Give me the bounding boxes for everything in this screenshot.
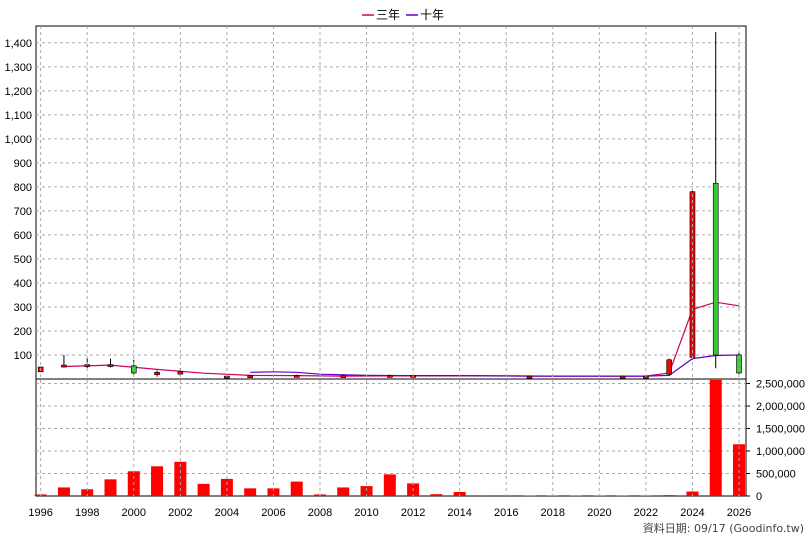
- price-tick-label: 600: [14, 230, 32, 242]
- volume-bar: [290, 481, 303, 496]
- candle-body: [666, 359, 672, 375]
- candle-body: [712, 182, 719, 356]
- x-tick-label: 2012: [401, 507, 425, 519]
- volume-tick-label: 0: [756, 491, 762, 503]
- price-tick-label: 200: [14, 326, 32, 338]
- x-tick-label: 2018: [541, 507, 565, 519]
- price-tick-label: 900: [14, 158, 32, 170]
- price-tick-label: 300: [14, 302, 32, 314]
- volume-tick-label: 1,000,000: [756, 446, 805, 458]
- candle-body: [387, 375, 393, 378]
- price-panel: 100 200 300 400 500 600 700 800 900 1,000 1,100 1,2…: [4, 25, 747, 380]
- price-tick-label: 1,000: [4, 134, 32, 146]
- x-tick-label: 1998: [75, 507, 99, 519]
- volume-bar: [383, 474, 396, 496]
- price-plot-frame: [35, 25, 747, 380]
- price-tick-label: 800: [14, 182, 32, 194]
- volume-bar: [663, 495, 676, 496]
- price-tick-label: 700: [14, 206, 32, 218]
- candle-body: [177, 371, 184, 375]
- x-axis: 1996 1998 2000 2002 2004 2006 2008 2010 2012 2014…: [28, 26, 751, 519]
- x-tick-label: 2010: [354, 507, 378, 519]
- legend: 三年 十年: [362, 8, 444, 22]
- x-tick-label: 2002: [168, 507, 192, 519]
- x-tick-label: 2022: [634, 507, 658, 519]
- x-tick-label: 2020: [587, 507, 611, 519]
- price-tick-label: 400: [14, 278, 32, 290]
- volume-bar: [686, 491, 699, 496]
- candle-body: [107, 364, 114, 367]
- volume-bar: [360, 486, 373, 496]
- candle-body: [154, 371, 160, 375]
- volume-bar: [81, 489, 94, 496]
- price-tick-label: 500: [14, 254, 32, 266]
- x-tick-label: 2024: [680, 507, 704, 519]
- volume-bar: [267, 488, 280, 496]
- candle-body: [293, 375, 300, 378]
- volume-bar: [709, 379, 722, 496]
- volume-tick-label: 1,500,000: [756, 424, 805, 436]
- volume-bar: [244, 488, 257, 496]
- volume-bar: [616, 495, 629, 497]
- volume-bar: [151, 466, 164, 496]
- three-year-line: [63, 301, 740, 377]
- volume-tick-label: 500,000: [756, 469, 796, 481]
- price-tick-label: 100: [14, 350, 32, 362]
- candle-body: [340, 375, 347, 378]
- candle-body: [619, 375, 626, 379]
- volume-bar: [104, 479, 117, 496]
- volume-bar: [197, 483, 210, 496]
- source-note: 資料日期: 09/17 (Goodinfo.tw): [643, 521, 804, 535]
- volume-bar: [570, 495, 583, 497]
- volume-tick-label: 2,500,000: [756, 379, 805, 391]
- candle-body: [526, 375, 533, 379]
- x-tick-label: 2000: [122, 507, 146, 519]
- price-tick-label: 1,200: [4, 86, 32, 98]
- volume-bar: [476, 495, 489, 496]
- volume-panel: 0 500,000 1,000,000 1,500,000 2,000,000 2,500…: [34, 378, 805, 503]
- price-tick-label: 1,100: [4, 110, 32, 122]
- x-tick-label: 2008: [308, 507, 332, 519]
- x-tick-label: 2026: [727, 507, 751, 519]
- price-tick-label: 1,300: [4, 62, 32, 74]
- x-tick-label: 1996: [28, 507, 52, 519]
- x-tick-label: 2004: [215, 507, 239, 519]
- volume-bar: [220, 478, 233, 496]
- legend-label-ten-year: 十年: [420, 8, 444, 22]
- volume-bar: [523, 495, 536, 497]
- volume-bar: [337, 487, 350, 496]
- x-tick-label: 2006: [261, 507, 285, 519]
- volume-tick-label: 2,000,000: [756, 401, 805, 413]
- volume-bar: [430, 494, 443, 496]
- x-tick-label: 2014: [447, 507, 471, 519]
- price-tick-label: 1,400: [4, 38, 32, 50]
- volume-bar: [453, 491, 466, 496]
- legend-label-three-year: 三年: [376, 8, 400, 22]
- candle-body: [61, 364, 67, 368]
- x-tick-label: 2016: [494, 507, 518, 519]
- volume-bar: [57, 487, 70, 496]
- candle-body: [247, 375, 253, 378]
